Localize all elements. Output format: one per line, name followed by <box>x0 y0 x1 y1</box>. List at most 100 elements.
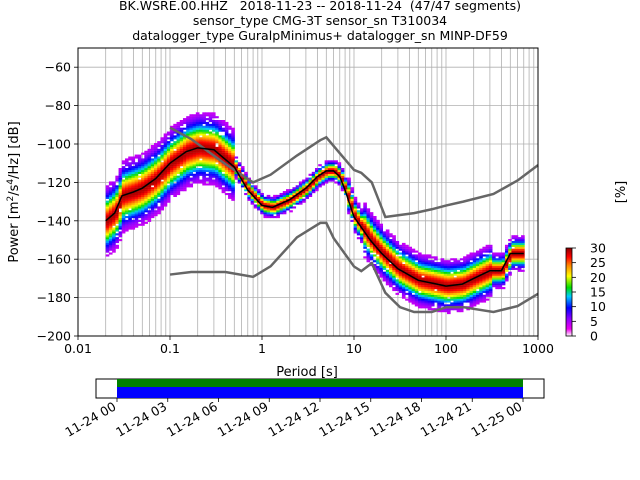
psd-cell <box>434 294 438 297</box>
psd-cell <box>421 264 425 267</box>
psd-cell <box>347 181 351 184</box>
psd-cell <box>424 294 429 297</box>
psd-cell <box>453 281 458 284</box>
psd-cell <box>469 264 474 267</box>
psd-cell <box>125 169 129 173</box>
psd-cell <box>282 198 287 201</box>
psd-cell <box>195 123 200 126</box>
psd-cell <box>147 185 152 188</box>
psd-cell <box>163 187 168 190</box>
psd-cell <box>215 152 219 155</box>
psd-cell <box>376 271 380 274</box>
psd-cell <box>141 175 145 178</box>
psd-cell <box>189 129 194 132</box>
psd-cell <box>421 304 425 307</box>
psd-cell <box>504 269 509 272</box>
psd-cell <box>392 258 396 261</box>
psd-cell <box>195 152 200 155</box>
psd-cell <box>147 148 152 151</box>
psd-cell <box>289 202 293 205</box>
psd-cell <box>141 194 145 197</box>
psd-cell <box>269 212 274 215</box>
psd-cell <box>369 258 374 261</box>
psd-cell <box>482 258 487 261</box>
psd-cell <box>498 267 503 270</box>
psd-cell <box>205 162 210 165</box>
psd-cell <box>376 265 380 269</box>
psd-cell <box>466 273 470 276</box>
psd-cell <box>292 191 297 194</box>
psd-cell <box>192 116 197 119</box>
psd-cell <box>160 194 165 197</box>
psd-cell <box>353 231 358 234</box>
psd-cell <box>215 129 219 132</box>
psd-cell <box>408 269 412 272</box>
psd-cell <box>289 206 293 209</box>
psd-cell <box>472 275 477 278</box>
psd-cell <box>385 277 390 280</box>
psd-cell <box>485 275 490 278</box>
psd-cell <box>160 168 165 171</box>
psd-cell <box>456 271 461 274</box>
psd-cell <box>112 223 116 226</box>
psd-cell <box>176 160 181 163</box>
psd-cell <box>414 264 419 267</box>
psd-cell <box>202 118 206 121</box>
psd-cell <box>208 131 213 134</box>
psd-cell <box>105 231 110 234</box>
psd-cell <box>160 154 165 157</box>
psd-cell <box>382 267 387 270</box>
psd-cell <box>459 277 464 280</box>
psd-cell <box>492 267 496 270</box>
psd-cell <box>363 235 367 238</box>
psd-cell <box>405 281 409 284</box>
psd-cell <box>421 254 425 257</box>
psd-cell <box>189 156 194 159</box>
psd-cell <box>331 168 335 171</box>
psd-cell <box>221 164 226 167</box>
psd-cell <box>186 116 190 119</box>
psd-cell <box>385 250 390 253</box>
psd-cell <box>447 292 451 295</box>
psd-cell <box>231 166 235 169</box>
psd-cell <box>440 258 445 261</box>
psd-cell <box>501 277 506 280</box>
psd-cell <box>369 256 374 259</box>
psd-cell <box>411 287 416 290</box>
psd-cell <box>141 200 145 203</box>
psd-cell <box>125 181 129 184</box>
psd-cell <box>456 273 461 276</box>
psd-cell <box>147 158 152 161</box>
psd-cell <box>447 298 451 301</box>
psd-cell <box>318 175 322 178</box>
psd-cell <box>186 118 190 121</box>
psd-cell <box>298 200 303 203</box>
psd-cell <box>118 191 123 194</box>
psd-cell <box>144 216 148 219</box>
psd-cell <box>211 164 216 167</box>
psd-cell <box>337 166 342 169</box>
psd-cell <box>414 275 419 278</box>
psd-cell <box>389 256 393 259</box>
psd-cell <box>234 164 239 167</box>
psd-cell <box>350 196 355 199</box>
psd-cell <box>479 271 483 274</box>
psd-cell <box>257 208 261 211</box>
psd-cell <box>450 292 454 295</box>
psd-cell <box>147 173 152 176</box>
psd-cell <box>186 133 190 136</box>
psd-cell <box>504 256 509 259</box>
psd-cell <box>141 183 145 186</box>
psd-cell <box>240 177 245 180</box>
psd-cell <box>430 298 435 301</box>
psd-cell <box>157 166 161 169</box>
psd-cell <box>401 256 406 259</box>
psd-cell <box>150 216 155 219</box>
psd-cell <box>144 200 148 203</box>
psd-cell <box>447 277 451 280</box>
psd-cell <box>231 177 235 180</box>
psd-cell <box>153 175 158 178</box>
psd-cell <box>179 152 184 155</box>
psd-cell <box>517 237 522 240</box>
psd-cell <box>276 216 280 219</box>
